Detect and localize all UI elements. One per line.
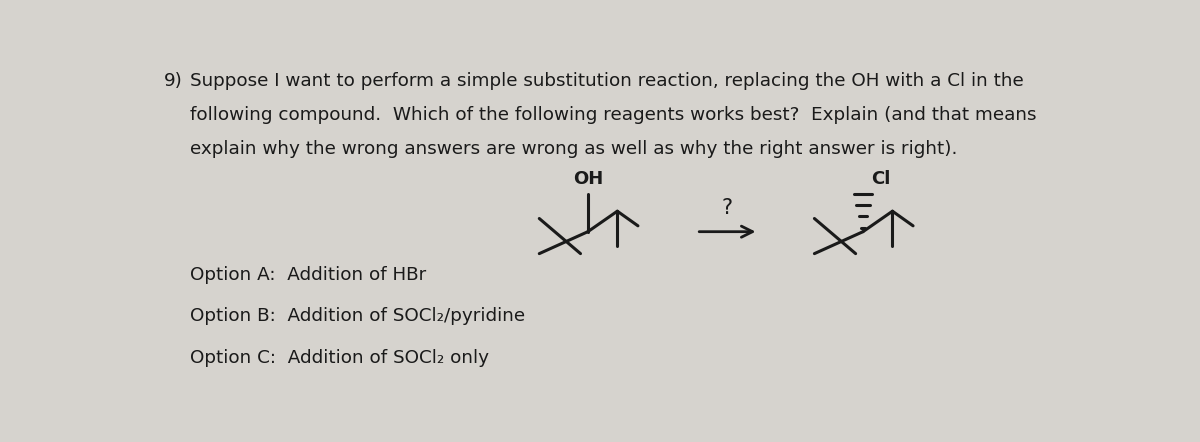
Text: 9): 9) [164, 72, 182, 90]
Text: Cl: Cl [871, 170, 890, 188]
Text: Option A:  Addition of HBr: Option A: Addition of HBr [191, 267, 426, 284]
Text: Suppose I want to perform a simple substitution reaction, replacing the OH with : Suppose I want to perform a simple subst… [191, 72, 1024, 90]
Text: following compound.  Which of the following reagents works best?  Explain (and t: following compound. Which of the followi… [191, 106, 1037, 124]
Text: OH: OH [572, 170, 604, 188]
Text: explain why the wrong answers are wrong as well as why the right answer is right: explain why the wrong answers are wrong … [191, 140, 958, 158]
Text: Option B:  Addition of SOCl₂/pyridine: Option B: Addition of SOCl₂/pyridine [191, 307, 526, 325]
Text: ?: ? [722, 198, 733, 218]
Text: Option C:  Addition of SOCl₂ only: Option C: Addition of SOCl₂ only [191, 350, 490, 367]
